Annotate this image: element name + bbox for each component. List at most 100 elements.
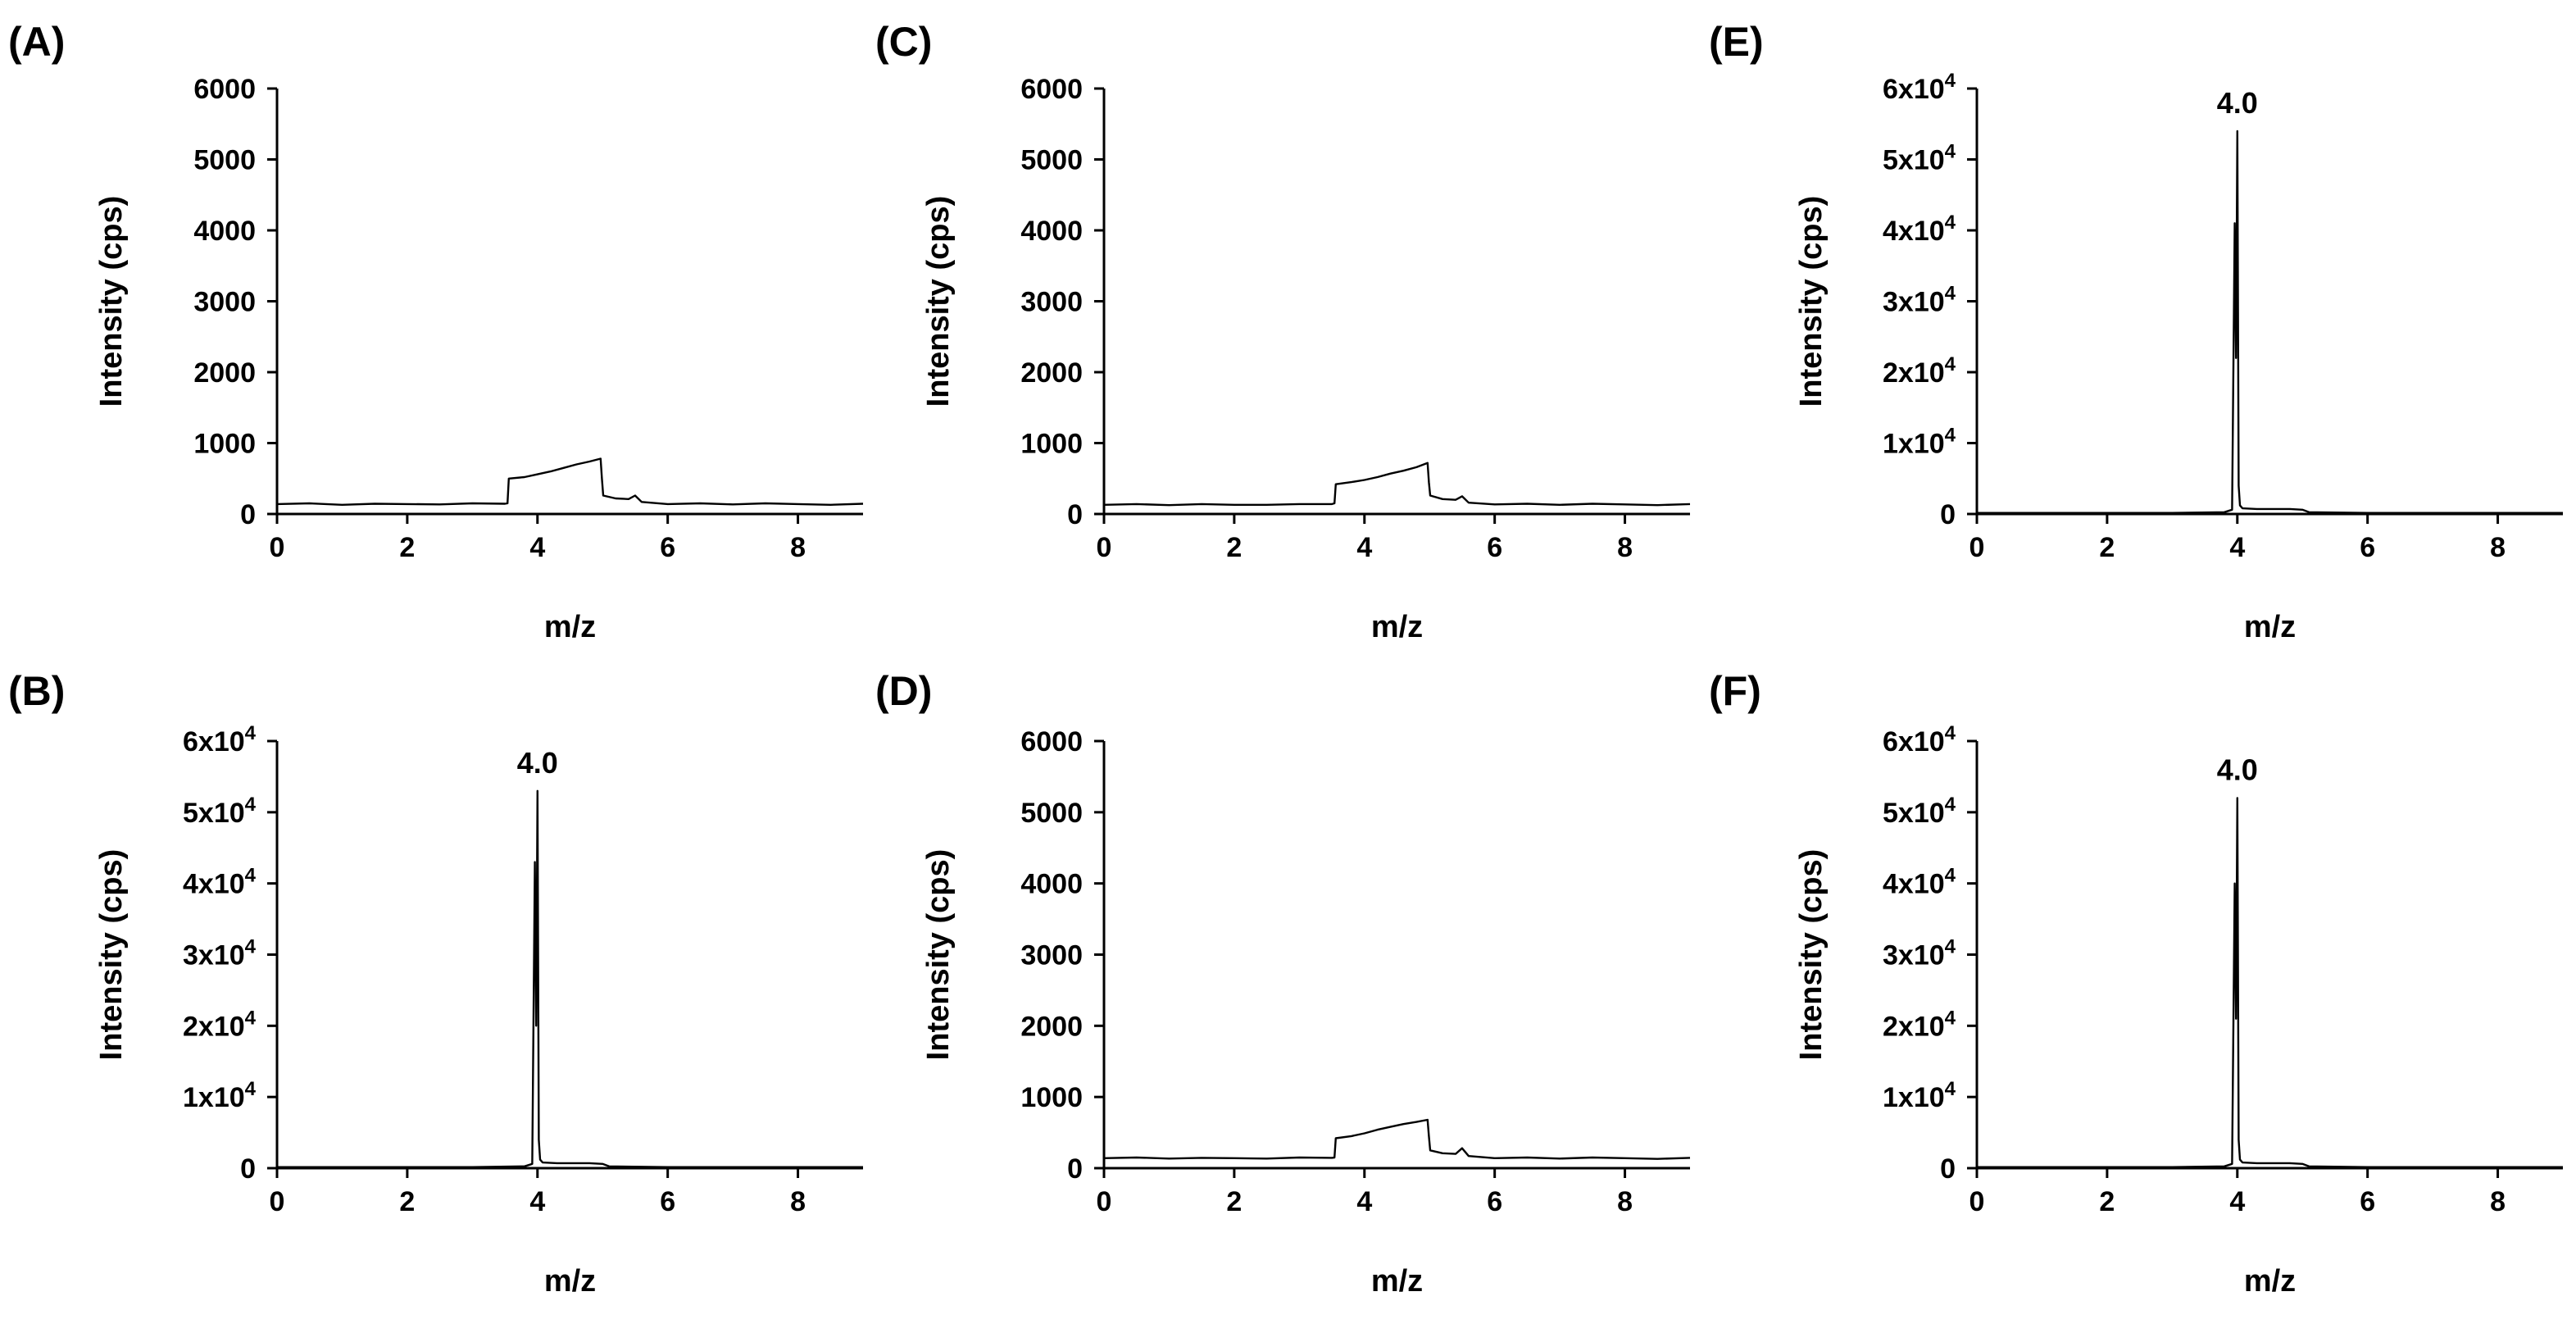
y-tick-times: x10 [198, 798, 245, 829]
y-tick-times: x10 [198, 869, 245, 900]
y-tick-label: 0 [1940, 1153, 1956, 1185]
x-axis-title: m/z [1371, 610, 1423, 644]
y-tick-label: 6000 [1020, 726, 1083, 757]
y-tick-mantissa: 4 [1883, 869, 1898, 900]
y-tick-times: x10 [198, 726, 245, 757]
y-tick-label: 6x104 [1883, 722, 1956, 757]
y-tick-exponent: 4 [1945, 353, 1956, 375]
y-tick-label: 1000 [1020, 1082, 1083, 1113]
y-axis-title: Intensity (cps) [921, 849, 956, 1061]
peak-annotation: 4.0 [2217, 753, 2258, 786]
y-tick-times: x10 [198, 1011, 245, 1042]
y-tick-mantissa: 2 [183, 1011, 198, 1042]
x-tick-label: 0 [1969, 1186, 1985, 1217]
y-tick-mantissa: 2 [1883, 357, 1898, 389]
y-tick-label: 1x104 [183, 1078, 257, 1113]
y-tick-exponent: 4 [245, 722, 257, 744]
y-tick-label: 4x104 [1883, 865, 1956, 900]
y-tick-label: 2000 [1020, 1011, 1083, 1042]
y-tick-mantissa: 5 [183, 798, 198, 829]
y-tick-label: 1000 [193, 429, 256, 460]
y-tick-mantissa: 3 [1883, 287, 1898, 318]
y-tick-exponent: 4 [1945, 141, 1956, 163]
y-tick-times: x10 [1898, 1082, 1945, 1113]
y-tick-times: x10 [1898, 357, 1945, 389]
y-axis-title: Intensity (cps) [1794, 196, 1829, 407]
y-tick-label: 5x104 [1883, 794, 1956, 829]
y-tick-times: x10 [1898, 429, 1945, 460]
x-tick-label: 2 [1226, 1186, 1242, 1217]
y-tick-label: 3000 [1020, 940, 1083, 971]
x-axis-title: m/z [544, 1264, 596, 1299]
y-tick-mantissa: 3 [1883, 940, 1898, 971]
y-tick-mantissa: 6 [1883, 74, 1898, 105]
peak-annotation: 4.0 [517, 746, 558, 780]
y-tick-mantissa: 1 [183, 1082, 198, 1113]
y-tick-label: 3000 [193, 287, 256, 318]
y-tick-exponent: 4 [1945, 283, 1956, 305]
x-axis-title: m/z [2244, 610, 2296, 644]
y-tick-label: 2000 [193, 357, 256, 389]
y-tick-label: 1000 [1020, 429, 1083, 460]
y-tick-times: x10 [1898, 287, 1945, 318]
y-tick-exponent: 4 [1945, 425, 1956, 447]
panel-label: (C) [875, 19, 932, 65]
x-tick-label: 6 [2360, 1186, 2375, 1217]
y-tick-label: 0 [240, 1153, 256, 1185]
x-tick-label: 0 [1097, 532, 1112, 563]
x-tick-label: 8 [1617, 1186, 1633, 1217]
y-tick-label: 5000 [1020, 145, 1083, 176]
x-tick-label: 4 [2229, 1186, 2245, 1217]
y-tick-times: x10 [198, 1082, 245, 1113]
panel-label: (B) [8, 668, 65, 714]
x-tick-label: 2 [1226, 532, 1242, 563]
y-tick-mantissa: 6 [1883, 726, 1898, 757]
x-tick-label: 6 [1487, 532, 1502, 563]
y-tick-exponent: 4 [1945, 211, 1956, 234]
y-axis-title: Intensity (cps) [921, 196, 956, 407]
series-line-signal [1977, 797, 2563, 1168]
y-tick-label: 3x104 [1883, 283, 1956, 318]
y-tick-mantissa: 1 [1883, 1082, 1898, 1113]
y-tick-exponent: 4 [1945, 1078, 1956, 1100]
y-tick-label: 6x104 [183, 722, 257, 757]
y-tick-mantissa: 6 [183, 726, 198, 757]
y-tick-label: 0 [1067, 1153, 1083, 1185]
y-tick-exponent: 4 [1945, 1007, 1956, 1029]
y-tick-label: 0 [1940, 499, 1956, 530]
y-tick-label: 1x104 [1883, 425, 1956, 460]
y-tick-exponent: 4 [1945, 70, 1956, 92]
y-tick-label: 5000 [193, 145, 256, 176]
y-tick-mantissa: 1 [1883, 429, 1898, 460]
x-tick-label: 0 [270, 1186, 285, 1217]
y-tick-label: 2x104 [1883, 1007, 1956, 1042]
y-tick-times: x10 [1898, 145, 1945, 176]
series-line-signal [1977, 130, 2563, 514]
x-tick-label: 2 [399, 532, 415, 563]
y-tick-label: 3x104 [183, 936, 257, 971]
y-tick-times: x10 [198, 940, 245, 971]
x-tick-label: 0 [1097, 1186, 1112, 1217]
x-tick-label: 2 [399, 1186, 415, 1217]
y-tick-mantissa: 2 [1883, 1011, 1898, 1042]
y-axis-title: Intensity (cps) [94, 196, 129, 407]
y-tick-times: x10 [1898, 1011, 1945, 1042]
series-line-signal [276, 457, 864, 506]
y-tick-exponent: 4 [1945, 865, 1956, 887]
y-tick-mantissa: 4 [183, 869, 198, 900]
y-tick-label: 2x104 [183, 1007, 257, 1042]
y-tick-times: x10 [1898, 726, 1945, 757]
panel-label: (F) [1709, 668, 1761, 714]
x-tick-label: 8 [2490, 532, 2506, 563]
y-tick-mantissa: 3 [183, 940, 198, 971]
y-tick-exponent: 4 [1945, 936, 1956, 958]
y-tick-times: x10 [1898, 74, 1945, 105]
y-tick-times: x10 [1898, 798, 1945, 829]
y-tick-label: 3x104 [1883, 936, 1956, 971]
y-tick-exponent: 4 [245, 1007, 257, 1029]
panel-label: (E) [1709, 19, 1764, 65]
x-tick-label: 8 [2490, 1186, 2506, 1217]
x-axis-title: m/z [1371, 1264, 1423, 1299]
y-tick-times: x10 [1898, 869, 1945, 900]
